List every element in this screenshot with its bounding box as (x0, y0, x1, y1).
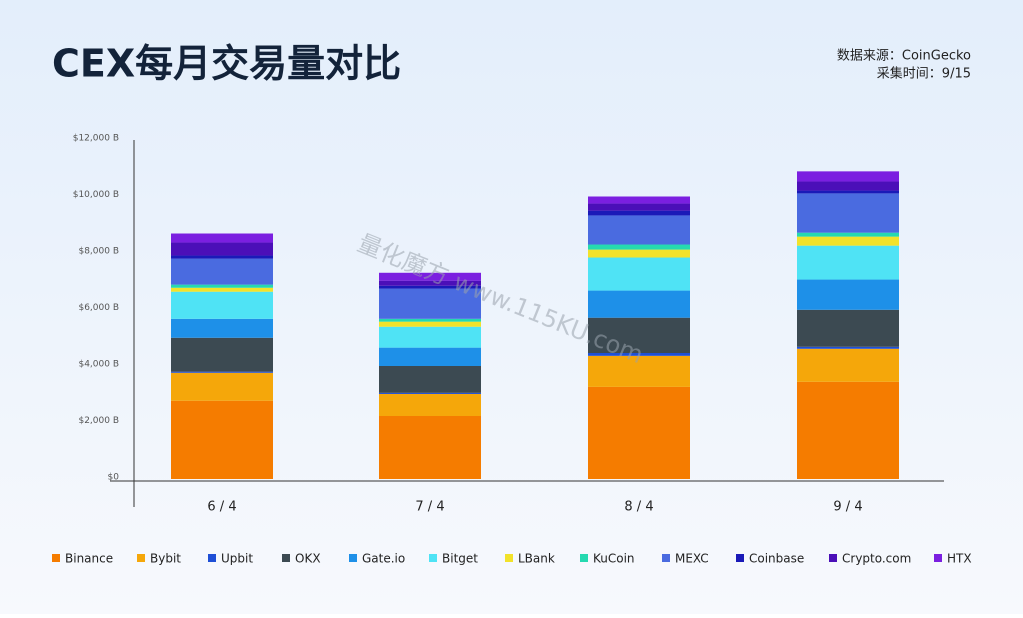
legend-label: Coinbase (749, 552, 804, 566)
legend-swatch (934, 554, 942, 562)
bar-segment (797, 193, 899, 233)
bar-segment (588, 353, 690, 356)
bar-segment (171, 258, 273, 285)
bar-segment (379, 366, 481, 393)
legend-swatch (429, 554, 437, 562)
legend-swatch (829, 554, 837, 562)
legend-label: LBank (518, 552, 555, 566)
legend-swatch (580, 554, 588, 562)
bar-segment (171, 291, 273, 319)
x-tick-label: 9 / 4 (833, 500, 862, 515)
bar-segment (588, 290, 690, 318)
bar-segment (379, 393, 481, 417)
y-tick-label: $2,000 B (78, 416, 119, 426)
bar-segment (588, 244, 690, 250)
bar-segment (588, 215, 690, 245)
bar-segment (588, 249, 690, 258)
bar-segment (797, 181, 899, 191)
y-tick-label: $6,000 B (78, 303, 119, 313)
legend-swatch (282, 554, 290, 562)
bar-segment (588, 196, 690, 204)
bar-segment (171, 287, 273, 292)
bar-segment (797, 381, 899, 479)
bar-segment (588, 386, 690, 479)
y-tick-label: $8,000 B (78, 247, 119, 257)
legend-label: KuCoin (593, 552, 635, 566)
bar-segment (379, 288, 481, 319)
legend-swatch (505, 554, 513, 562)
bar-segment (797, 279, 899, 310)
collected: 采集时间：9/15 (877, 66, 971, 82)
x-tick-label: 8 / 4 (624, 500, 653, 515)
bar-segment (171, 255, 273, 259)
chart-title: CEX每月交易量对比 (52, 42, 401, 86)
bar-segment (588, 210, 690, 216)
bar-segment (588, 257, 690, 291)
legend-label: Bitget (442, 552, 478, 566)
legend-swatch (208, 554, 216, 562)
bar-segment (797, 348, 899, 382)
bar-segment (171, 233, 273, 243)
bar-segment (171, 284, 273, 288)
bar-segment (797, 309, 899, 347)
legend-swatch (349, 554, 357, 562)
legend-label: Crypto.com (842, 552, 911, 566)
legend-label: Gate.io (362, 552, 405, 566)
bar-segment (379, 416, 481, 479)
bar-segment (797, 245, 899, 280)
bar-segment (171, 371, 273, 373)
y-tick-label: $0 (108, 473, 120, 483)
x-tick-label: 6 / 4 (207, 500, 236, 515)
y-tick-label: $10,000 B (73, 190, 119, 200)
x-tick-label: 7 / 4 (415, 500, 444, 515)
legend-label: Binance (65, 552, 113, 566)
source: 数据来源：CoinGecko (837, 49, 971, 64)
legend-label: HTX (947, 552, 972, 566)
bar-segment (797, 190, 899, 194)
bar-segment (171, 242, 273, 256)
bar-segment (379, 392, 481, 394)
bar-segment (797, 236, 899, 246)
bar-segment (797, 232, 899, 237)
bar-segment (379, 285, 481, 289)
bar-segment (379, 321, 481, 327)
legend-swatch (662, 554, 670, 562)
bar-segment (379, 318, 481, 322)
bar-segment (797, 346, 899, 349)
y-tick-label: $12,000 B (73, 134, 119, 144)
bar-segment (171, 318, 273, 338)
legend-swatch (52, 554, 60, 562)
bar-segment (171, 400, 273, 479)
bar-segment (588, 317, 690, 354)
plot: $0 $2,000 B $4,000 B $6,000 B $8,000 B $10,00… (52, 134, 972, 566)
legend-label: MEXC (675, 552, 709, 566)
bar-segment (171, 372, 273, 401)
bar-segment (379, 272, 481, 281)
legend-label: Bybit (150, 552, 181, 566)
bar-segment (797, 171, 899, 182)
bar-segment (588, 203, 690, 211)
bar-segment (171, 337, 273, 372)
legend-label: OKX (295, 552, 321, 566)
bar-segment (379, 326, 481, 348)
legend-label: Upbit (221, 552, 253, 566)
bar-segment (379, 347, 481, 366)
legend-swatch (137, 554, 145, 562)
y-tick-label: $4,000 B (78, 360, 119, 370)
bar-segment (379, 280, 481, 286)
legend-swatch (736, 554, 744, 562)
bar-segment (588, 355, 690, 387)
